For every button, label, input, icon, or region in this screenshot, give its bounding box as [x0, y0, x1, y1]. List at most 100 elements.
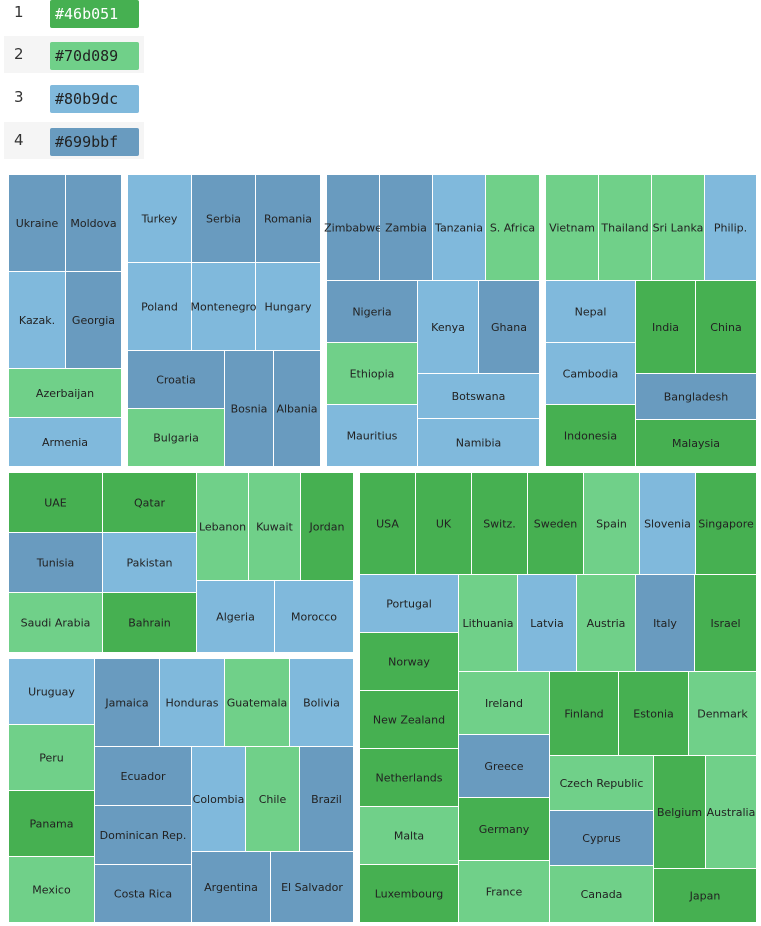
treemap-cell: Singapore: [696, 473, 756, 574]
treemap-cell: Switz.: [472, 473, 527, 574]
treemap-cell: Zimbabwe: [324, 175, 382, 280]
treemap-label: Thailand: [600, 222, 648, 235]
treemap-rect: [418, 419, 539, 466]
legend-item: 1 #46b051: [4, 0, 144, 37]
treemap-rect: [103, 593, 196, 652]
treemap-cell: Denmark: [689, 672, 756, 755]
treemap-label: Costa Rica: [114, 888, 172, 901]
treemap-rect: [103, 473, 196, 532]
treemap-rect: [459, 735, 549, 797]
treemap-cell: Japan: [654, 869, 756, 922]
treemap-cell: S. Africa: [486, 175, 539, 280]
treemap-label: UAE: [44, 497, 67, 510]
treemap-label: Czech Republic: [560, 777, 644, 790]
treemap-rect: [128, 351, 224, 408]
treemap-rect: [95, 659, 159, 746]
treemap-cell: Lithuania: [459, 575, 517, 671]
treemap-rect: [66, 175, 121, 271]
treemap-cell: Dominican Rep.: [95, 806, 191, 864]
treemap-label: Colombia: [193, 793, 245, 806]
treemap-rect: [197, 581, 274, 652]
treemap-cell: Ecuador: [95, 747, 191, 805]
treemap-rect: [103, 533, 196, 592]
treemap-cell: Saudi Arabia: [9, 593, 102, 652]
treemap-label: Namibia: [456, 437, 502, 450]
treemap-cell: India: [636, 281, 695, 373]
treemap-label: Poland: [141, 301, 178, 314]
treemap-cell: Spain: [584, 473, 639, 574]
treemap-rect: [9, 473, 102, 532]
treemap-label: Guatemala: [227, 697, 288, 710]
treemap-label: France: [486, 886, 523, 899]
treemap-label: Cambodia: [563, 368, 619, 381]
treemap-label: Israel: [710, 617, 740, 630]
treemap-rect: [275, 581, 353, 652]
treemap-label: UK: [436, 518, 452, 531]
treemap-cell: Georgia: [66, 272, 121, 368]
treemap-cell: Sri Lanka: [652, 175, 704, 280]
treemap-cell: Colombia: [192, 747, 245, 851]
treemap-cell: UK: [416, 473, 471, 574]
treemap-rect: [416, 473, 471, 574]
treemap-rect: [459, 798, 549, 860]
treemap-cell: Montenegro: [190, 263, 257, 350]
treemap-label: Pakistan: [126, 557, 172, 570]
treemap-cell: Kuwait: [249, 473, 300, 580]
treemap-label: Germany: [479, 823, 530, 836]
treemap-cell: UAE: [9, 473, 102, 532]
treemap-label: Qatar: [134, 497, 165, 510]
treemap-cell: Latvia: [518, 575, 576, 671]
treemap-rect: [695, 575, 756, 671]
treemap-cell: Finland: [550, 672, 618, 755]
treemap-label: Lebanon: [199, 521, 246, 534]
treemap-cell: Jamaica: [95, 659, 159, 746]
treemap-label: Botswana: [452, 390, 506, 403]
treemap-cell: Pakistan: [103, 533, 196, 592]
treemap-label: Estonia: [633, 708, 674, 721]
treemap-rect: [546, 175, 598, 280]
treemap-label: Latvia: [530, 617, 564, 630]
treemap-rect: [9, 857, 94, 922]
treemap-rect: [459, 575, 517, 671]
treemap-rect: [9, 659, 94, 724]
treemap-label: Bolivia: [303, 697, 340, 710]
treemap-cell: Brazil: [300, 747, 353, 851]
treemap-cell: China: [696, 281, 756, 373]
treemap-rect: [584, 473, 639, 574]
treemap-label: Moldova: [70, 217, 116, 230]
treemap-rect: [9, 369, 121, 417]
treemap-label: Malta: [394, 830, 424, 843]
treemap-rect: [192, 263, 255, 350]
treemap-cell: Luxembourg: [360, 865, 458, 922]
treemap-rect: [654, 869, 756, 922]
treemap-label: Italy: [653, 617, 677, 630]
legend-swatch: #46b051: [50, 0, 139, 28]
treemap-cell: Bosnia: [225, 351, 273, 466]
legend-item: 4 #699bbf: [4, 122, 144, 159]
treemap-cell: Estonia: [619, 672, 688, 755]
treemap-label: Chile: [259, 793, 287, 806]
treemap-rect: [360, 633, 458, 690]
treemap-cell: Hungary: [256, 263, 320, 350]
treemap-cell: Peru: [9, 725, 94, 790]
treemap-rect: [128, 175, 191, 262]
treemap-cell: Indonesia: [546, 405, 635, 466]
treemap-rect: [619, 672, 688, 755]
treemap-rect: [9, 272, 65, 368]
treemap-label: Romania: [264, 213, 312, 226]
treemap-rect: [192, 175, 255, 262]
treemap-cell: Israel: [695, 575, 756, 671]
treemap-label: Bulgaria: [153, 432, 199, 445]
treemap-label: Brazil: [311, 793, 342, 806]
treemap-cell: Malta: [360, 807, 458, 864]
treemap-cell: Belgium: [654, 756, 705, 868]
treemap-label: Bosnia: [231, 403, 268, 416]
legend-swatch: #699bbf: [50, 128, 139, 156]
treemap-rect: [160, 659, 224, 746]
treemap-label: Slovenia: [644, 518, 691, 531]
treemap-cell: Slovenia: [640, 473, 695, 574]
treemap-rect: [290, 659, 353, 746]
treemap-label: Honduras: [166, 697, 219, 710]
treemap-cell: Honduras: [160, 659, 224, 746]
treemap-cell: Argentina: [192, 852, 270, 922]
